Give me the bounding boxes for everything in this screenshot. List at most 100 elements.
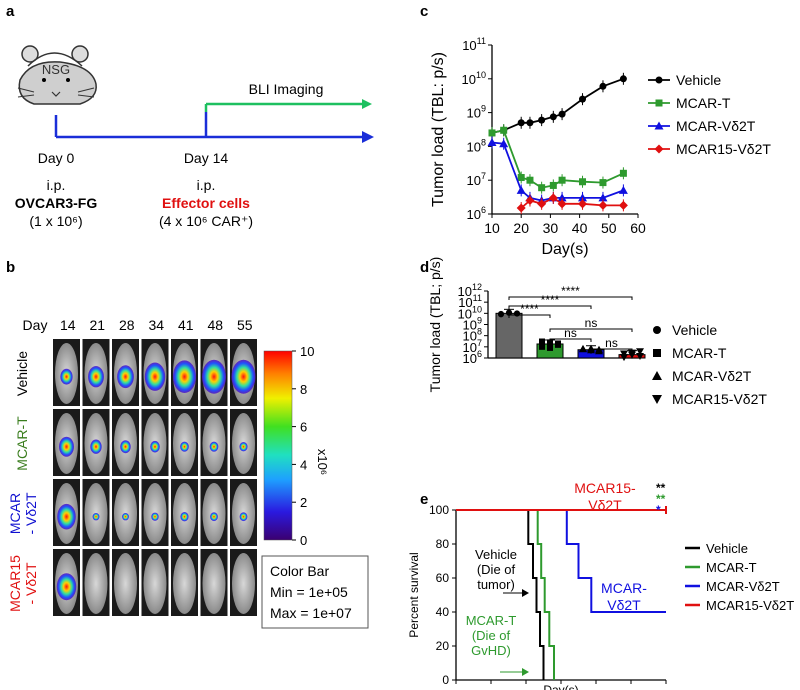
imaging-arrow-icon — [362, 99, 372, 109]
annotation-mcar15: Vδ2T — [588, 497, 622, 513]
series-line — [491, 129, 624, 189]
data-point — [488, 129, 496, 137]
mouse-body — [202, 553, 226, 614]
bli-signal — [202, 359, 226, 394]
significance-label: **** — [561, 284, 580, 298]
mouse-body — [232, 553, 255, 614]
y-tick-label: 1010 — [458, 304, 482, 321]
y-tick-label: 106 — [467, 205, 486, 222]
significance-bracket — [508, 305, 592, 309]
data-point — [587, 344, 595, 352]
bli-signal — [120, 440, 131, 454]
bli-signal — [57, 503, 76, 530]
data-point — [558, 176, 566, 184]
data-point — [636, 348, 644, 356]
y-tick-label: 0 — [442, 673, 449, 687]
data-point — [555, 340, 561, 347]
bli-signal — [144, 362, 166, 391]
significance-star: ** — [656, 492, 666, 506]
significance-bracket — [549, 328, 633, 332]
x-tick-label: 10 — [484, 220, 500, 236]
day-header-row: 14 21 28 34 41 48 55 — [60, 317, 253, 333]
significance-label: ns — [564, 326, 577, 340]
legend-marker — [652, 395, 662, 404]
legend-marker — [654, 121, 664, 130]
annotation-vehicle: Vehicle — [475, 547, 517, 562]
row-label: MCAR- Vδ2T — [7, 492, 39, 534]
y-tick-label: 40 — [436, 605, 450, 619]
mouse-body — [143, 553, 167, 614]
bar — [495, 312, 523, 359]
day0-dose: (1 x 10⁶) — [29, 213, 82, 229]
y-tick-label: 1011 — [458, 293, 482, 310]
annotation-mcart: (Die of — [472, 628, 511, 643]
data-point — [599, 82, 607, 90]
data-point — [538, 184, 546, 192]
annotation-mcart: GvHD) — [471, 643, 511, 658]
data-point — [618, 200, 628, 210]
series-line — [491, 141, 624, 202]
day-label: 14 — [60, 317, 76, 333]
bli-signal — [88, 366, 104, 388]
significance-label: ns — [605, 336, 618, 350]
panel-label-a: a — [6, 3, 15, 20]
panel-label-d: d — [420, 259, 429, 276]
y-axis-title: Tumor load (TBL: p/s) — [430, 52, 447, 207]
y-tick-label: 1012 — [458, 282, 482, 299]
data-point — [549, 113, 557, 121]
legend-marker — [652, 371, 662, 380]
day-label: 48 — [207, 317, 223, 333]
color-bar-unit: x10⁶ — [315, 449, 330, 475]
data-point — [636, 353, 644, 361]
data-point — [498, 311, 504, 318]
data-point — [579, 178, 587, 186]
bli-signal — [239, 512, 248, 522]
y-tick-label: 20 — [436, 639, 450, 653]
y-tick-label: 60 — [436, 571, 450, 585]
color-bar-max: Max = 1e+07 — [270, 605, 352, 621]
data-point — [516, 203, 526, 213]
data-point — [620, 354, 628, 362]
data-point — [514, 310, 520, 317]
data-point — [499, 139, 509, 148]
legend-marker — [655, 99, 663, 107]
data-point — [548, 193, 558, 203]
legend-label: MCAR15-Vδ2T — [672, 391, 767, 407]
day-label: 21 — [89, 317, 105, 333]
bli-signal — [210, 512, 218, 522]
data-point — [618, 185, 628, 194]
bli-signal — [180, 512, 189, 522]
day-header: Day — [23, 317, 48, 333]
data-point — [579, 345, 587, 353]
annotation-mcar-vd2t: Vδ2T — [607, 597, 641, 613]
annotation-mcart: MCAR-T — [466, 613, 517, 628]
bli-signal — [90, 439, 102, 454]
data-point — [598, 200, 608, 210]
data-point — [557, 193, 567, 202]
data-point — [558, 110, 566, 118]
day14-route: i.p. — [197, 177, 216, 193]
legend-label: MCAR-Vδ2T — [706, 579, 780, 594]
data-point — [500, 126, 508, 134]
day14-dose: (4 x 10⁶ CAR⁺) — [159, 213, 253, 229]
bli-signal — [56, 573, 77, 601]
annotation-mcar15: MCAR15- — [574, 480, 636, 496]
day-label: 55 — [237, 317, 253, 333]
data-point — [557, 199, 567, 209]
mouse-ear-icon — [21, 45, 39, 63]
arrow-head-icon — [522, 589, 529, 597]
y-axis-title: Tumor load (TBL; p/s) — [427, 257, 443, 393]
y-tick-label: 1011 — [462, 36, 486, 53]
imaging-label: BLI Imaging — [249, 81, 324, 97]
data-point — [538, 116, 546, 124]
color-bar-min: Min = 1e+05 — [270, 584, 348, 600]
cbar-tick-label: 10 — [300, 344, 314, 359]
annotation-vehicle: tumor) — [477, 577, 515, 592]
cbar-tick-label: 0 — [300, 533, 307, 548]
legend-label: MCAR-Vδ2T — [676, 118, 756, 134]
bli-signal — [150, 440, 160, 453]
y-tick-label: 80 — [436, 537, 450, 551]
legend-label: MCAR-T — [672, 345, 727, 361]
y-tick-label: 1010 — [462, 70, 486, 87]
